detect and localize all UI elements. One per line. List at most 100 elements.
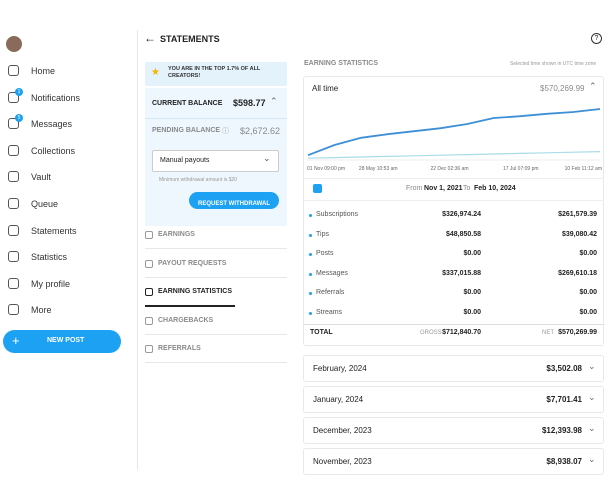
nav-icon[interactable] bbox=[8, 118, 19, 130]
payout-select[interactable]: Manual payouts ⌄ bbox=[152, 150, 279, 172]
withdraw-label: REQUEST WITHDRAWAL bbox=[198, 201, 270, 207]
month-label: January, 2024 bbox=[313, 395, 364, 404]
month-amount: $7,701.41 bbox=[546, 395, 582, 404]
chart-line bbox=[307, 108, 601, 157]
row-label: Tips bbox=[316, 230, 329, 238]
menu-item[interactable]: REFERRALS bbox=[158, 345, 201, 352]
chart-line bbox=[307, 151, 601, 159]
row-bullet bbox=[309, 233, 312, 237]
nav-badge: 5 bbox=[15, 114, 23, 123]
stats-title: EARNING STATISTICS bbox=[304, 60, 379, 67]
page-title: STATEMENTS bbox=[160, 34, 220, 44]
stats-card bbox=[303, 76, 604, 346]
current-balance: $598.77 bbox=[233, 98, 266, 108]
nav-item[interactable]: Home bbox=[31, 66, 56, 76]
total-label: TOTAL bbox=[310, 329, 333, 336]
row-label: Subscriptions bbox=[316, 211, 359, 218]
month-row[interactable] bbox=[303, 448, 604, 475]
star-icon: ★ bbox=[151, 67, 160, 78]
row-bullet bbox=[309, 272, 312, 276]
nav-icon[interactable] bbox=[8, 198, 19, 209]
menu-item[interactable]: EARNINGS bbox=[158, 231, 195, 238]
menu-icon bbox=[145, 288, 153, 296]
back-arrow[interactable]: ← bbox=[144, 31, 156, 45]
nav-icon[interactable] bbox=[8, 277, 19, 289]
nav-icon[interactable] bbox=[8, 144, 19, 156]
month-caret[interactable]: ⌄ bbox=[588, 423, 596, 433]
select-caret: ⌄ bbox=[263, 153, 271, 163]
month-caret[interactable]: ⌄ bbox=[588, 454, 596, 464]
menu-divider bbox=[145, 305, 235, 307]
month-amount: $8,938.07 bbox=[546, 457, 582, 466]
menu-divider bbox=[145, 333, 287, 335]
from-date: Nov 1, 2021 bbox=[424, 185, 463, 192]
row-gross: $326,974.24 bbox=[442, 211, 481, 218]
nav-icon[interactable] bbox=[8, 224, 19, 236]
nav-icon[interactable] bbox=[8, 251, 19, 263]
menu-divider bbox=[145, 248, 287, 249]
to-label: To bbox=[463, 185, 471, 192]
info-icon[interactable]: ⓘ bbox=[222, 128, 229, 135]
row-net: $269,610.18 bbox=[558, 269, 597, 277]
nav-item[interactable]: Messages bbox=[31, 119, 73, 130]
menu-icon bbox=[145, 231, 153, 239]
gross-label: GROSS bbox=[420, 330, 442, 336]
row-net: $0.00 bbox=[579, 309, 597, 316]
new-post-label: NEW POST bbox=[47, 337, 85, 344]
month-amount: $3,502.08 bbox=[546, 364, 582, 373]
period-caret[interactable]: ⌃ bbox=[589, 81, 597, 91]
month-label: November, 2023 bbox=[313, 457, 372, 466]
nav-icon[interactable] bbox=[8, 171, 19, 183]
avatar[interactable] bbox=[6, 36, 22, 52]
separator bbox=[303, 324, 604, 325]
month-row[interactable] bbox=[303, 355, 604, 382]
month-row[interactable] bbox=[303, 386, 604, 413]
nav-item[interactable]: Statistics bbox=[31, 252, 68, 263]
collapse-caret[interactable]: ⌃ bbox=[270, 96, 278, 106]
row-gross: $48,850.58 bbox=[445, 230, 481, 238]
current-balance-label: CURRENT BALANCE bbox=[152, 100, 223, 107]
month-label: February, 2024 bbox=[313, 364, 367, 373]
nav-icon[interactable] bbox=[8, 304, 19, 316]
period[interactable]: All time bbox=[312, 84, 339, 93]
row-label: Referrals bbox=[316, 289, 345, 297]
row-label: Posts bbox=[316, 250, 334, 258]
menu-icon bbox=[145, 345, 153, 353]
menu-item[interactable]: EARNING STATISTICS bbox=[158, 288, 233, 295]
menu-icon bbox=[145, 316, 153, 325]
row-bullet bbox=[309, 292, 312, 296]
net-label: NET bbox=[542, 330, 554, 336]
to-date: Feb 10, 2024 bbox=[474, 185, 516, 192]
calendar-icon[interactable] bbox=[313, 184, 322, 193]
nav-icon[interactable] bbox=[8, 91, 19, 103]
month-row[interactable] bbox=[303, 417, 604, 444]
nav-item[interactable]: Collections bbox=[31, 145, 76, 156]
nav-icon[interactable] bbox=[8, 65, 19, 76]
menu-divider bbox=[145, 276, 287, 278]
timezone-note: Selected time shown in UTC time zone bbox=[510, 61, 597, 67]
withdraw-button[interactable]: REQUEST WITHDRAWAL bbox=[189, 192, 279, 209]
nav-item[interactable]: More bbox=[31, 305, 52, 316]
nav-item[interactable]: Statements bbox=[31, 225, 77, 236]
nav-item[interactable]: My profile bbox=[31, 278, 71, 289]
row-net: $261,579.39 bbox=[558, 211, 597, 218]
menu-item[interactable]: CHARGEBACKS bbox=[158, 316, 214, 324]
pending-balance-label: PENDING BALANCE bbox=[152, 127, 221, 134]
month-caret[interactable]: ⌄ bbox=[588, 361, 596, 371]
x-tick-label: 10 Feb 11:12 am bbox=[565, 166, 602, 172]
x-tick-label: 28 May 10:53 am bbox=[359, 166, 398, 172]
help-icon[interactable]: ? bbox=[591, 33, 602, 44]
separator bbox=[145, 118, 287, 119]
nav-item[interactable]: Queue bbox=[31, 199, 59, 209]
month-caret[interactable]: ⌄ bbox=[588, 392, 596, 402]
nav-item[interactable]: Notifications bbox=[31, 92, 81, 103]
row-bullet bbox=[309, 214, 312, 217]
menu-item[interactable]: PAYOUT REQUESTS bbox=[158, 259, 227, 267]
new-post-button[interactable]: + NEW POST bbox=[3, 330, 121, 353]
row-net: $0.00 bbox=[579, 289, 597, 297]
separator bbox=[303, 200, 604, 201]
nav-item[interactable]: Vault bbox=[31, 172, 51, 183]
period-total: $570,269.99 bbox=[540, 84, 585, 93]
row-gross: $0.00 bbox=[463, 309, 481, 316]
